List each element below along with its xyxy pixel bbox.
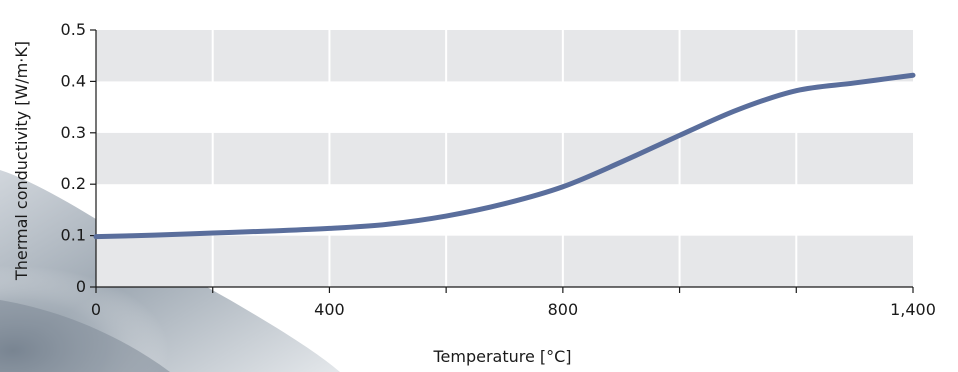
x-tick-label: 0 — [91, 300, 101, 319]
y-tick-label: 0.3 — [61, 123, 86, 142]
series-line — [93, 72, 916, 240]
grid-band — [96, 235, 913, 287]
x-tick-label: 800 — [548, 300, 579, 319]
grid-band — [96, 81, 913, 133]
grid-band — [96, 184, 913, 236]
x-tick-label: 1,400 — [890, 300, 936, 319]
y-axis-title: Thermal conductivity [W/m·K] — [12, 41, 31, 281]
x-axis-title: Temperature [°C] — [432, 347, 571, 366]
y-tick-label: 0 — [76, 277, 86, 296]
x-tick-label: 400 — [314, 300, 345, 319]
y-tick-label: 0.5 — [61, 20, 86, 39]
y-tick-label: 0.4 — [61, 71, 86, 90]
y-tick-label: 0.1 — [61, 226, 86, 245]
grid-band — [96, 30, 913, 82]
y-tick-label: 0.2 — [61, 174, 86, 193]
grid-band — [96, 132, 913, 185]
